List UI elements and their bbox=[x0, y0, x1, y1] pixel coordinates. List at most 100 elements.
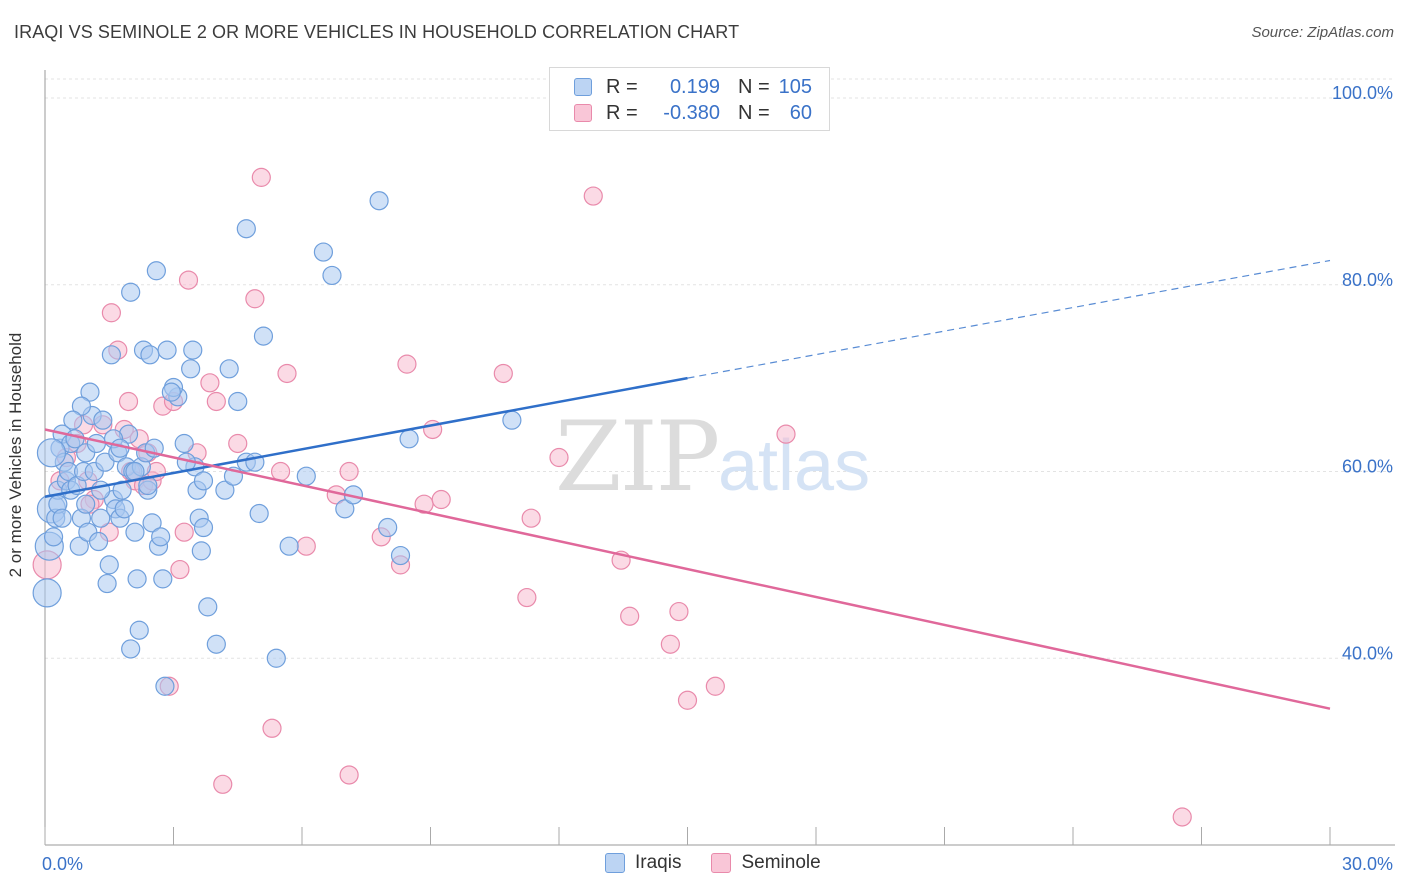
iraqis-point[interactable] bbox=[88, 531, 109, 552]
iraqis-point[interactable] bbox=[390, 545, 411, 566]
seminole-point[interactable] bbox=[206, 391, 226, 412]
iraqis-point[interactable] bbox=[174, 433, 194, 454]
iraqis-point[interactable] bbox=[95, 452, 115, 472]
seminole-point[interactable] bbox=[1172, 807, 1192, 827]
iraqis-point[interactable] bbox=[93, 410, 113, 430]
iraqis-point[interactable] bbox=[161, 382, 181, 402]
legend-swatch-seminole bbox=[711, 853, 732, 873]
iraqis-point[interactable] bbox=[142, 513, 162, 533]
iraqis-point[interactable] bbox=[249, 503, 269, 524]
iraqis-point[interactable] bbox=[399, 429, 419, 449]
iraqis-point[interactable] bbox=[114, 499, 134, 519]
iraqis-point[interactable] bbox=[183, 340, 203, 360]
seminole-point[interactable] bbox=[677, 690, 698, 710]
iraqis-point[interactable] bbox=[215, 480, 235, 500]
seminole-point[interactable] bbox=[776, 424, 796, 444]
seminole-point[interactable] bbox=[170, 559, 190, 580]
seminole-point[interactable] bbox=[251, 167, 271, 187]
seminole-point[interactable] bbox=[101, 303, 121, 323]
seminole-point[interactable] bbox=[270, 461, 291, 482]
iraqis-point[interactable] bbox=[228, 391, 248, 412]
seminole-point[interactable] bbox=[521, 508, 541, 528]
iraqis-point[interactable] bbox=[129, 620, 149, 640]
iraqis-point[interactable] bbox=[43, 527, 64, 547]
seminole-point[interactable] bbox=[228, 433, 248, 454]
seminole-point[interactable] bbox=[620, 606, 640, 626]
grid-layer bbox=[45, 78, 1395, 659]
legend-swatch-iraqis bbox=[605, 853, 625, 873]
seminole-point[interactable] bbox=[493, 363, 513, 384]
iraqis-point[interactable] bbox=[219, 359, 239, 379]
iraqis-point[interactable] bbox=[266, 648, 286, 668]
seminole-point[interactable] bbox=[397, 354, 417, 374]
seminole-point[interactable] bbox=[517, 587, 537, 608]
iraqis-point[interactable] bbox=[80, 382, 100, 402]
iraqis-point[interactable] bbox=[52, 508, 72, 528]
seminole-point[interactable] bbox=[339, 765, 359, 785]
stats-r-label: R = bbox=[606, 101, 638, 124]
iraqis-point[interactable] bbox=[193, 517, 214, 538]
iraqis-point[interactable] bbox=[146, 261, 166, 281]
iraqis-point[interactable] bbox=[86, 433, 107, 454]
iraqis-point[interactable] bbox=[69, 536, 89, 556]
iraqis-point[interactable] bbox=[121, 282, 141, 302]
iraqis-point[interactable] bbox=[181, 359, 201, 379]
seminole-point[interactable] bbox=[669, 601, 689, 622]
iraqis-point[interactable] bbox=[63, 410, 83, 430]
iraqis-point[interactable] bbox=[502, 410, 522, 430]
iraqis-point[interactable] bbox=[335, 499, 355, 519]
iraqis-point[interactable] bbox=[253, 326, 274, 346]
iraqis-point[interactable] bbox=[206, 634, 226, 654]
iraqis-point[interactable] bbox=[101, 345, 121, 365]
seminole-point[interactable] bbox=[660, 634, 680, 654]
iraqis-point[interactable] bbox=[155, 676, 175, 696]
iraqis-point[interactable] bbox=[91, 480, 111, 500]
seminole-point[interactable] bbox=[339, 461, 359, 482]
iraqis-point[interactable] bbox=[322, 265, 342, 286]
iraqis-point[interactable] bbox=[151, 527, 171, 547]
seminole-point[interactable] bbox=[549, 447, 569, 468]
iraqis-point[interactable] bbox=[36, 438, 67, 468]
iraqis-point[interactable] bbox=[313, 242, 334, 262]
iraqis-point[interactable] bbox=[369, 191, 389, 211]
iraqis-point[interactable] bbox=[140, 345, 160, 365]
iraqis-point[interactable] bbox=[97, 573, 117, 594]
seminole-point[interactable] bbox=[200, 373, 220, 393]
y-tick-label: 40.0% bbox=[1342, 643, 1393, 663]
iraqis-point[interactable] bbox=[236, 219, 256, 239]
iraqis-point[interactable] bbox=[121, 639, 141, 659]
stats-r-value: 0.199 bbox=[669, 75, 720, 98]
seminole-point[interactable] bbox=[178, 270, 199, 290]
y-axis-label: 2 or more Vehicles in Household bbox=[6, 332, 25, 578]
iraqis-point[interactable] bbox=[99, 555, 119, 575]
iraqis-point[interactable] bbox=[76, 494, 96, 514]
seminole-point[interactable] bbox=[118, 391, 139, 412]
iraqis-point[interactable] bbox=[125, 522, 145, 542]
seminole-point[interactable] bbox=[431, 489, 451, 510]
iraqis-point[interactable] bbox=[71, 396, 92, 416]
iraqis-point[interactable] bbox=[296, 466, 316, 486]
iraqis-point[interactable] bbox=[157, 340, 177, 360]
iraqis-point[interactable] bbox=[91, 508, 111, 528]
seminole-point[interactable] bbox=[262, 718, 282, 738]
iraqis-point[interactable] bbox=[127, 569, 147, 589]
seminole-point[interactable] bbox=[245, 289, 265, 309]
seminole-point[interactable] bbox=[705, 676, 725, 696]
iraqis-point[interactable] bbox=[279, 536, 299, 556]
legend-item-iraqis[interactable]: Iraqis bbox=[605, 852, 681, 874]
iraqis-point[interactable] bbox=[191, 541, 211, 561]
iraqis-point[interactable] bbox=[112, 480, 132, 500]
iraqis-point[interactable] bbox=[193, 471, 214, 491]
iraqis-point[interactable] bbox=[153, 569, 173, 589]
iraqis-point[interactable] bbox=[378, 517, 398, 538]
seminole-point[interactable] bbox=[583, 186, 603, 206]
seminole-point[interactable] bbox=[277, 363, 297, 384]
iraqis-point[interactable] bbox=[32, 578, 62, 608]
seminole-point[interactable] bbox=[213, 774, 233, 794]
iraqis-point[interactable] bbox=[198, 597, 218, 617]
legend-item-seminole[interactable]: Seminole bbox=[711, 852, 821, 874]
x-tick-label: 30.0% bbox=[1342, 854, 1393, 874]
seminole-point[interactable] bbox=[296, 536, 316, 556]
seminole-point[interactable] bbox=[174, 522, 194, 542]
